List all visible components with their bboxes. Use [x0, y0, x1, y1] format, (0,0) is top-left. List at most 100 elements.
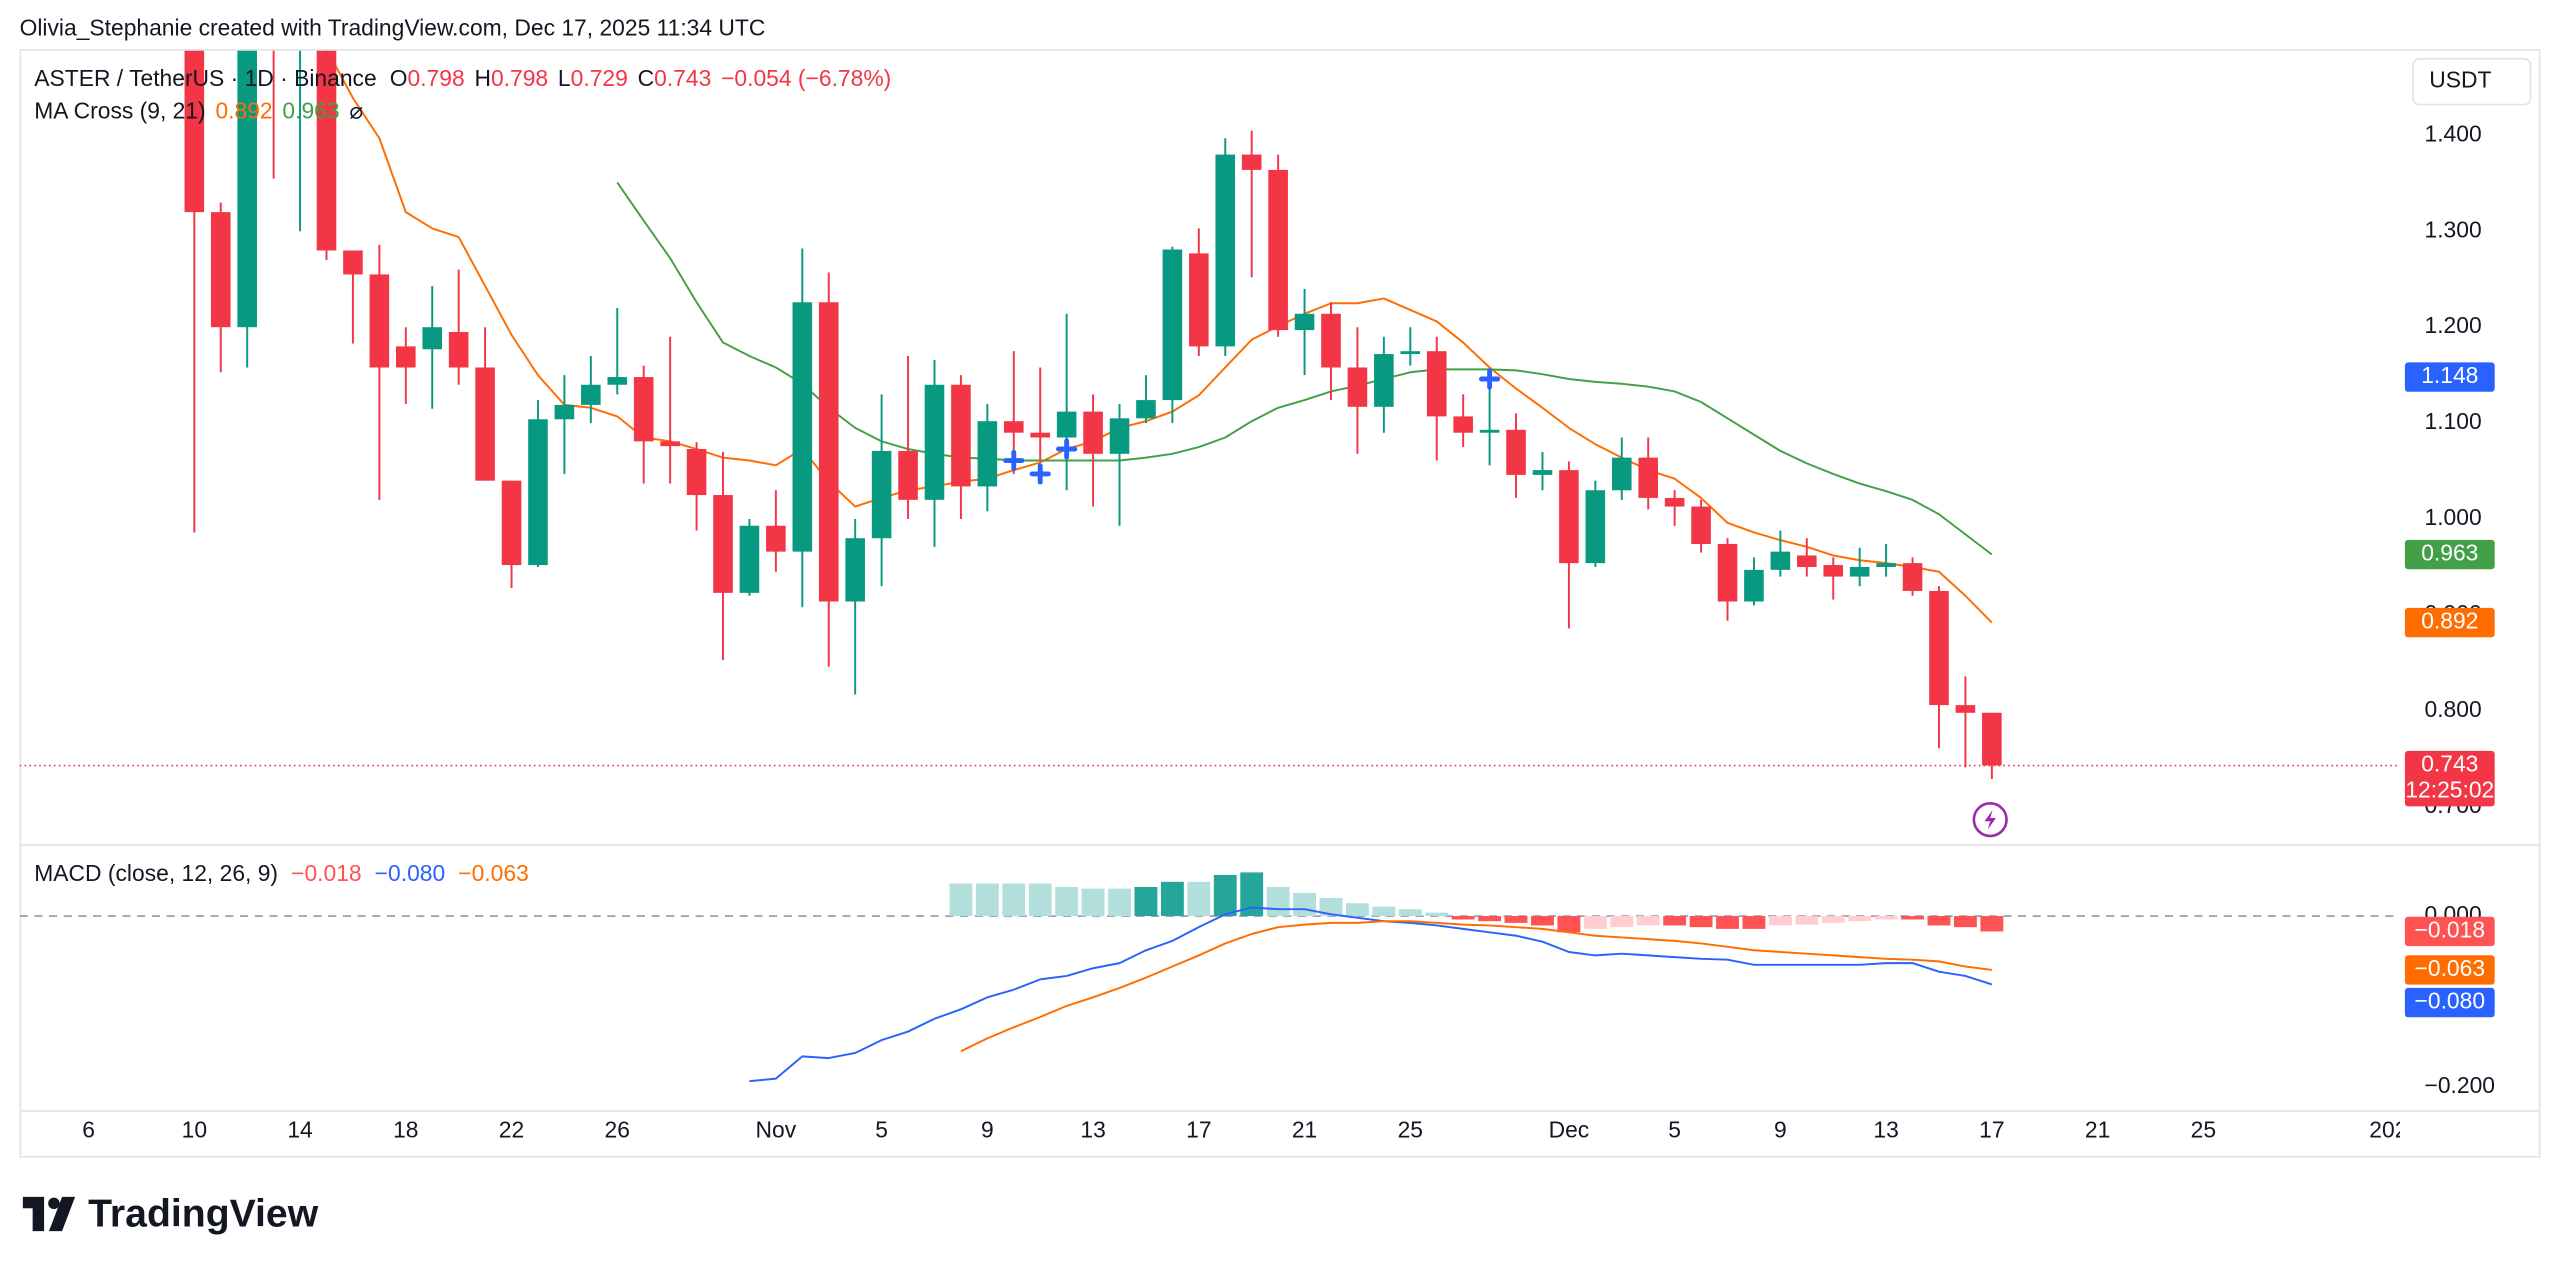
ohlc-letter: C	[638, 65, 655, 91]
y-tick-label: 1.300	[2424, 216, 2481, 242]
macd-title: MACD (close, 12, 26, 9)	[34, 860, 278, 886]
x-tick-label: 9	[1774, 1117, 1787, 1143]
histogram-bar	[1293, 892, 1316, 917]
candle-body	[554, 404, 575, 420]
x-tick-label: 202	[2369, 1117, 2407, 1143]
candle-body	[316, 50, 337, 251]
y-tick-label: 1.200	[2424, 312, 2481, 338]
alert-icon[interactable]	[1972, 802, 2008, 838]
countdown-text: 12:25:02	[2405, 777, 2494, 803]
candle-body	[898, 450, 918, 500]
candle-body	[607, 377, 628, 385]
cross-marker	[1478, 368, 1501, 390]
histogram-bar	[1346, 903, 1369, 917]
last-price-tag-text: 0.743	[2421, 751, 2478, 777]
candle-body	[792, 302, 813, 552]
histogram-bar	[949, 883, 973, 917]
macd-tag	[2404, 916, 2495, 947]
alert-bolt[interactable]	[1984, 809, 1996, 830]
histogram-bar	[1266, 886, 1290, 917]
histogram-bar	[1795, 916, 1819, 925]
ohlc-value: 0.729	[571, 65, 628, 91]
histogram-bar	[1081, 888, 1105, 917]
brand-logo	[22, 1196, 76, 1232]
currency-label[interactable]: USDT	[2429, 67, 2491, 93]
x-tick-label: 18	[393, 1117, 418, 1143]
candle-body	[1611, 457, 1632, 491]
candle-body	[1479, 429, 1500, 433]
candle-body	[210, 212, 231, 328]
x-tick-label: 17	[1186, 1117, 1211, 1143]
candle-body	[1744, 569, 1764, 602]
x-tick-label: 9	[981, 1117, 994, 1143]
candle-body	[1691, 506, 1711, 544]
histogram-bar	[1848, 916, 1872, 922]
cross-marker	[1003, 449, 1025, 472]
candle-body	[1770, 551, 1791, 570]
ohlc-value: 0.743	[654, 65, 711, 91]
candle-body	[845, 538, 865, 602]
histogram-bar	[1901, 916, 1924, 920]
histogram-bar	[1689, 916, 1713, 928]
candle-body	[1003, 421, 1024, 433]
macd-value: −0.063	[458, 860, 529, 886]
macd-tag	[2404, 955, 2495, 985]
x-tick-label: 5	[1668, 1117, 1681, 1143]
candle-body	[1136, 400, 1156, 419]
x-tick-label: 25	[1398, 1117, 1423, 1143]
currency-button[interactable]	[2412, 58, 2532, 106]
histogram-bar	[1398, 909, 1422, 917]
candle-body	[1532, 470, 1553, 475]
candle-body	[1056, 411, 1077, 438]
candle-body	[1876, 563, 1896, 567]
histogram-bar	[1742, 916, 1766, 929]
candle-body	[1109, 418, 1130, 454]
candle-body	[1559, 470, 1579, 564]
histogram-bar	[1160, 881, 1184, 917]
candle-body	[1638, 457, 1659, 498]
change-value: −0.054 (−6.78%)	[721, 65, 891, 91]
histogram-bar	[1028, 883, 1052, 917]
indicator-symbol: ⌀	[349, 98, 363, 124]
macd-tag-text: −0.063	[2415, 955, 2486, 981]
logo-dot	[48, 1197, 60, 1210]
legend: ASTER / TetherUS · 1D · Binance O0.798 H0.…	[34, 65, 891, 886]
ma-tag	[2404, 539, 2495, 570]
candle-body	[1426, 351, 1447, 417]
histogram-bar	[1134, 886, 1158, 917]
last-price-tag	[2404, 750, 2495, 807]
ohlc-value: 0.798	[408, 65, 465, 91]
candle-body	[1955, 705, 1976, 713]
histogram-bar	[1953, 916, 1977, 928]
price-tag	[2404, 362, 2495, 392]
x-tick-label: 25	[2191, 1117, 2216, 1143]
ohlc-value: 0.798	[491, 65, 548, 91]
histogram-bar	[1187, 881, 1211, 917]
x-tick-label: 10	[182, 1117, 207, 1143]
macd-line	[960, 920, 1992, 1053]
x-tick-label: 6	[82, 1117, 95, 1143]
candle-body	[1321, 313, 1341, 368]
histogram-bar	[1372, 906, 1396, 917]
ohlc-letter: L	[558, 65, 571, 91]
candle-body	[633, 377, 654, 442]
cross-marker	[1029, 463, 1051, 485]
candle-body	[184, 50, 205, 213]
candle-body	[1849, 566, 1870, 577]
indicator-value: 0.892	[215, 98, 272, 124]
moving-average-line	[326, 50, 1993, 624]
candle-body	[713, 495, 733, 593]
header-text: Olivia_Stephanie created with TradingVie…	[20, 15, 766, 41]
chart-frame	[19, 49, 2541, 1158]
candle-body	[977, 421, 998, 487]
candle-body	[1215, 154, 1236, 347]
candle-body	[660, 441, 680, 447]
macd-pane	[19, 872, 2400, 1083]
ma-tag-text: 0.892	[2421, 608, 2478, 634]
candle-body	[871, 450, 892, 539]
histogram-bar	[1874, 916, 1898, 920]
histogram-bar	[1583, 916, 1607, 929]
brand-name: TradingView	[88, 1193, 319, 1236]
candle-body	[1294, 313, 1315, 331]
